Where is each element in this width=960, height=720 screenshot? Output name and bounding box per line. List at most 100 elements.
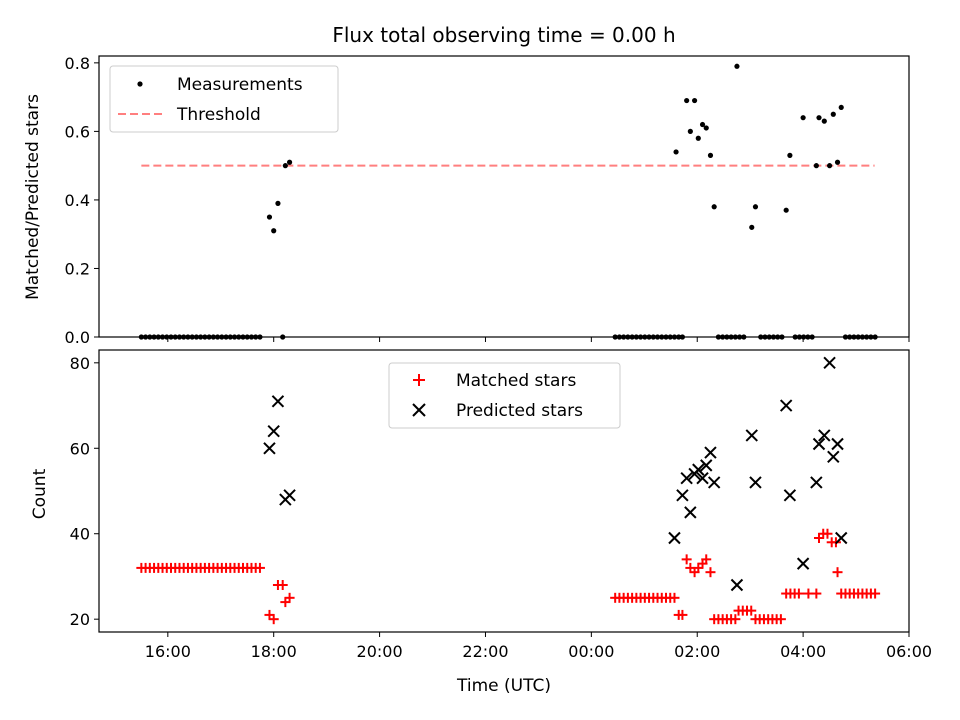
measurement-point — [752, 204, 759, 210]
measurement-point — [275, 200, 281, 206]
legend-threshold-label: Threshold — [176, 105, 261, 125]
top-y-ticks: 0.0 0.2 0.4 0.6 0.8 — [65, 54, 99, 347]
matched-star-point — [268, 614, 279, 625]
top-legend-box — [109, 65, 339, 133]
bottom-y-ticks: 20 40 60 80 — [70, 354, 99, 629]
predicted-star-point — [668, 531, 681, 545]
matched-star-point — [701, 554, 712, 565]
predicted-star-point — [263, 442, 276, 455]
matched-star-point — [811, 588, 822, 599]
measurement-point — [707, 152, 714, 158]
x-tick-label: 18:00 — [251, 642, 297, 661]
predicted-star-point — [779, 399, 793, 412]
top-chart-title: Flux total observing time = 0.00 h — [332, 23, 675, 47]
matched-star-point — [793, 588, 804, 599]
legend-measurements-label: Measurements — [177, 75, 303, 95]
x-tick-label: 02:00 — [674, 642, 720, 661]
predicted-star-point — [783, 489, 797, 502]
x-tick-label: 22:00 — [462, 642, 508, 661]
predicted-star-point — [267, 424, 280, 438]
measurement-point — [826, 163, 833, 169]
measurement-point — [687, 128, 693, 134]
matched-star-point — [870, 588, 881, 599]
matched-star-point — [669, 592, 680, 603]
predicted-star-point — [827, 450, 840, 464]
matched-star-point — [284, 592, 295, 603]
measurement-point — [684, 97, 690, 104]
bottom-y-tick-label: 20 — [70, 610, 90, 629]
bottom-y-tick-label: 40 — [70, 525, 90, 544]
top-y-tick-label: 0.6 — [65, 122, 90, 141]
top-panel: 0.0 0.2 0.4 0.6 0.8 — [65, 54, 910, 347]
predicted-star-point — [283, 489, 296, 502]
bottom-plot-frame — [98, 349, 910, 633]
measurement-point — [800, 115, 806, 121]
measurement-point — [749, 224, 755, 230]
predicted-star-point — [730, 578, 744, 592]
top-y-tick-label: 0.8 — [65, 54, 90, 73]
predicted-star-point — [745, 429, 758, 442]
matched-star-point — [277, 580, 288, 590]
matched-star-point — [730, 614, 741, 625]
legend-predicted-label: Predicted stars — [456, 401, 583, 421]
predicted-star-point — [680, 471, 693, 485]
bottom-x-ticks: 16:00 18:00 20:00 22:00 00:00 02:00 04:00 06:00 — [145, 632, 932, 661]
matched-stars-series — [136, 528, 881, 625]
matched-star-point — [832, 567, 843, 578]
measurement-point — [821, 118, 827, 124]
matched-star-point — [775, 614, 786, 625]
measurement-point — [271, 228, 277, 234]
matched-star-point — [705, 567, 716, 578]
predicted-star-point — [704, 446, 717, 459]
top-y-axis-label: Matched/Predicted stars — [23, 94, 43, 300]
measurement-point — [830, 111, 836, 117]
measurement-point — [282, 163, 288, 169]
measurement-point — [783, 207, 789, 213]
bottom-y-tick-label: 60 — [70, 439, 90, 458]
measurement-point — [673, 149, 679, 155]
measurement-point — [734, 63, 740, 69]
measurement-point — [286, 159, 293, 165]
legend-matched-marker — [413, 374, 425, 386]
matched-star-point — [746, 605, 757, 616]
top-legend: Measurements Threshold — [109, 65, 339, 133]
measurement-point — [691, 97, 698, 104]
top-y-tick-label: 0.4 — [65, 191, 90, 210]
measurement-point — [695, 135, 701, 141]
predicted-star-point — [835, 531, 848, 545]
x-tick-label: 06:00 — [886, 642, 932, 661]
measurement-point — [838, 104, 844, 111]
predicted-star-point — [818, 429, 831, 442]
legend-measurements-marker — [137, 81, 143, 87]
bottom-legend-box — [388, 362, 621, 429]
x-tick-label: 16:00 — [145, 642, 191, 661]
measurement-point — [813, 163, 819, 169]
predicted-star-point — [796, 557, 810, 570]
top-y-tick-label: 0.0 — [65, 328, 90, 347]
predicted-star-point — [676, 489, 689, 502]
measurement-point — [711, 204, 717, 210]
x-tick-label: 04:00 — [780, 642, 826, 661]
measurement-point — [703, 125, 709, 131]
legend-matched-label: Matched stars — [456, 371, 576, 391]
bottom-legend: Matched stars Predicted stars — [388, 362, 621, 429]
predicted-star-point — [812, 437, 826, 451]
predicted-star-point — [823, 356, 836, 370]
measurement-point — [266, 214, 273, 220]
predicted-star-point — [271, 395, 285, 408]
measurement-point — [787, 152, 793, 158]
matched-star-point — [681, 554, 692, 565]
bottom-panel: 20 40 60 80 16:00 18:00 20:00 22:00 00:00 02:00 0… — [70, 349, 932, 661]
predicted-star-point — [810, 476, 823, 489]
bottom-y-axis-label: Count — [30, 468, 50, 519]
bottom-y-tick-label: 80 — [70, 354, 90, 373]
predicted-star-point — [749, 476, 762, 489]
top-plot-frame — [98, 55, 910, 338]
measurement-point — [699, 121, 706, 128]
predicted-star-point — [831, 437, 844, 451]
measurement-point — [816, 115, 822, 121]
predicted-star-point — [700, 459, 713, 472]
bottom-x-axis-label: Time (UTC) — [456, 676, 551, 696]
legend-predicted-marker — [412, 403, 426, 417]
x-tick-label: 00:00 — [568, 642, 614, 661]
